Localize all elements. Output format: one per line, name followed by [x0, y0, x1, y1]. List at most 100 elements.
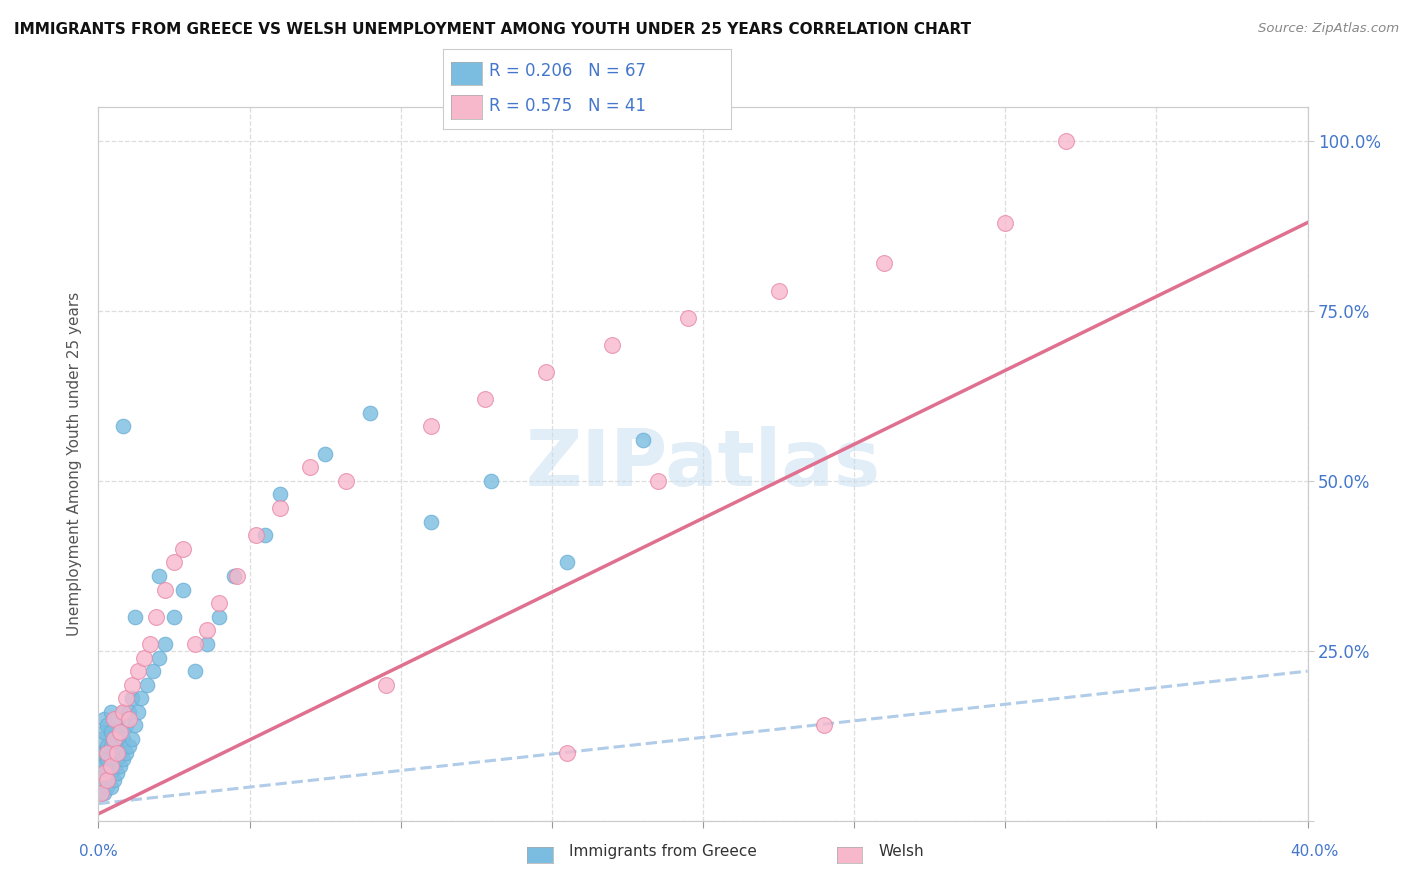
Point	[195, 624, 218, 638]
Point	[631, 433, 654, 447]
Point	[103, 712, 125, 726]
Point	[108, 759, 131, 773]
Point	[90, 787, 112, 801]
Text: ZIPatlas: ZIPatlas	[526, 425, 880, 502]
Point	[111, 752, 134, 766]
Y-axis label: Unemployment Among Youth under 25 years: Unemployment Among Youth under 25 years	[67, 292, 83, 636]
Point	[129, 691, 152, 706]
Text: Source: ZipAtlas.com: Source: ZipAtlas.com	[1258, 22, 1399, 36]
Point	[93, 725, 115, 739]
Point	[103, 772, 125, 787]
Text: 40.0%: 40.0%	[1291, 845, 1339, 859]
Point	[108, 746, 131, 760]
Point	[269, 487, 291, 501]
Point	[994, 216, 1017, 230]
Point	[127, 705, 149, 719]
Point	[474, 392, 496, 407]
Point	[111, 732, 134, 747]
Point	[96, 746, 118, 760]
Point	[100, 725, 122, 739]
Point	[139, 637, 162, 651]
Point	[124, 609, 146, 624]
Point	[127, 664, 149, 678]
Point	[602, 338, 624, 352]
Point	[121, 732, 143, 747]
Point	[96, 739, 118, 753]
Point	[111, 419, 134, 434]
Point	[105, 746, 128, 760]
Point	[813, 718, 835, 732]
Point	[100, 766, 122, 780]
Point	[172, 541, 194, 556]
Point	[253, 528, 276, 542]
Point	[226, 569, 249, 583]
Point	[114, 691, 136, 706]
Point	[121, 691, 143, 706]
Text: R = 0.575   N = 41: R = 0.575 N = 41	[489, 97, 647, 115]
Point	[481, 474, 503, 488]
Point	[114, 718, 136, 732]
Point	[118, 712, 141, 726]
Point	[93, 787, 115, 801]
Point	[118, 705, 141, 719]
Point	[135, 678, 157, 692]
Point	[153, 582, 176, 597]
Point	[108, 725, 131, 739]
Point	[153, 637, 176, 651]
Point	[93, 766, 115, 780]
Point	[420, 419, 443, 434]
Point	[105, 766, 128, 780]
Point	[111, 705, 134, 719]
Point	[100, 705, 122, 719]
Text: 0.0%: 0.0%	[79, 845, 118, 859]
Point	[103, 746, 125, 760]
Point	[208, 596, 231, 610]
Point	[118, 739, 141, 753]
Point	[108, 725, 131, 739]
Point	[93, 712, 115, 726]
Point	[420, 515, 443, 529]
Point	[163, 609, 186, 624]
Point	[245, 528, 267, 542]
Point	[647, 474, 669, 488]
Point	[555, 555, 578, 569]
Point	[121, 678, 143, 692]
Point	[96, 772, 118, 787]
Point	[555, 746, 578, 760]
Point	[93, 766, 115, 780]
Point	[184, 664, 207, 678]
Point	[142, 664, 165, 678]
Point	[335, 474, 357, 488]
Point	[93, 746, 115, 760]
Text: Immigrants from Greece: Immigrants from Greece	[569, 845, 758, 859]
Point	[103, 712, 125, 726]
Point	[100, 759, 122, 773]
Point	[184, 637, 207, 651]
Point	[105, 732, 128, 747]
Point	[124, 718, 146, 732]
Point	[374, 678, 396, 692]
Point	[96, 766, 118, 780]
Point	[90, 732, 112, 747]
Text: Welsh: Welsh	[879, 845, 924, 859]
Point	[269, 501, 291, 516]
Point	[873, 256, 896, 270]
Point	[90, 772, 112, 787]
Point	[148, 650, 170, 665]
Point	[224, 569, 246, 583]
Point	[111, 705, 134, 719]
Point	[96, 752, 118, 766]
Point	[100, 780, 122, 794]
Point	[105, 752, 128, 766]
Point	[96, 718, 118, 732]
Point	[103, 732, 125, 747]
Point	[145, 609, 167, 624]
Text: IMMIGRANTS FROM GREECE VS WELSH UNEMPLOYMENT AMONG YOUTH UNDER 25 YEARS CORRELAT: IMMIGRANTS FROM GREECE VS WELSH UNEMPLOY…	[14, 22, 972, 37]
Point	[90, 787, 112, 801]
Point	[148, 569, 170, 583]
Point	[768, 284, 790, 298]
Point	[360, 406, 382, 420]
Point	[103, 732, 125, 747]
Point	[314, 447, 336, 461]
Point	[534, 365, 557, 379]
